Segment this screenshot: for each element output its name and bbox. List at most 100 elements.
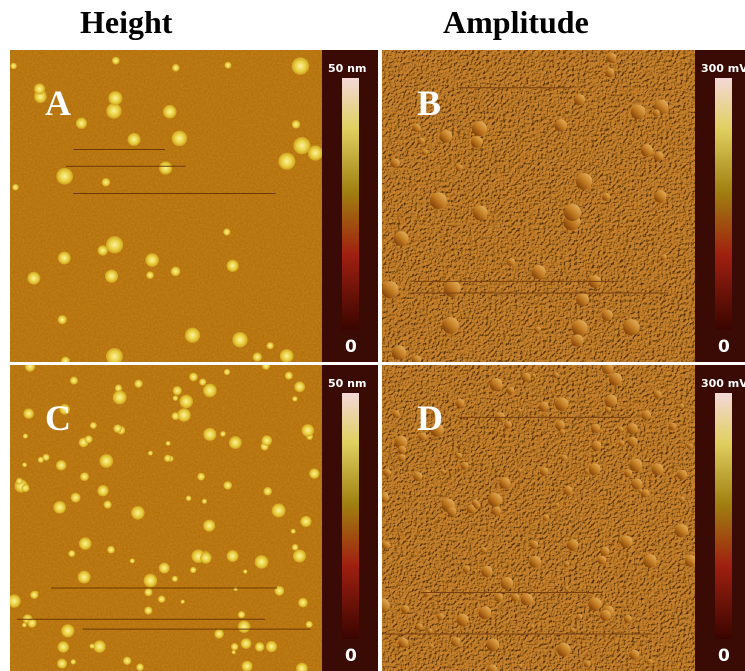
particle xyxy=(643,554,656,567)
particle xyxy=(56,460,66,470)
particle xyxy=(123,657,131,665)
particle xyxy=(148,451,153,456)
particle xyxy=(253,352,262,361)
particle xyxy=(471,136,483,148)
particle xyxy=(609,373,622,386)
particle xyxy=(79,537,92,550)
particle xyxy=(309,468,319,478)
particle xyxy=(172,64,180,72)
particle xyxy=(107,546,115,554)
particle xyxy=(172,576,178,582)
particle xyxy=(10,63,16,69)
particle xyxy=(232,650,236,654)
particle xyxy=(441,469,446,474)
particle xyxy=(90,644,95,649)
particle xyxy=(220,431,226,437)
particle xyxy=(675,524,688,537)
particle xyxy=(163,105,177,119)
particle xyxy=(71,493,81,503)
particle xyxy=(687,443,693,449)
colorbar xyxy=(342,393,359,639)
colorbar xyxy=(715,393,732,639)
particle xyxy=(418,137,425,144)
particle xyxy=(574,94,585,105)
particle xyxy=(591,441,601,451)
particle xyxy=(214,629,223,638)
particle xyxy=(159,161,172,174)
particle xyxy=(518,664,522,668)
particle xyxy=(511,593,519,601)
particle xyxy=(102,178,111,187)
particle xyxy=(481,547,487,553)
particle xyxy=(227,550,239,562)
particle xyxy=(136,663,144,671)
particle xyxy=(294,381,305,392)
particle xyxy=(429,644,434,649)
particle xyxy=(233,587,237,591)
particle xyxy=(189,373,198,382)
particle xyxy=(623,319,639,335)
particle xyxy=(38,457,44,463)
particle xyxy=(97,485,108,496)
particle xyxy=(679,497,684,502)
particle xyxy=(457,614,469,626)
particle xyxy=(144,606,152,614)
particle xyxy=(104,501,112,509)
particle xyxy=(507,258,515,266)
particle xyxy=(93,640,105,652)
particle xyxy=(564,561,570,567)
particle xyxy=(223,481,232,490)
particle xyxy=(300,516,311,527)
particle xyxy=(479,606,492,619)
particle xyxy=(444,280,461,297)
particle xyxy=(229,436,242,449)
particle xyxy=(172,412,180,420)
particle xyxy=(499,478,510,489)
particle xyxy=(647,659,653,665)
particle xyxy=(58,641,69,652)
scale-min-label: 0 xyxy=(345,646,357,666)
particle xyxy=(456,164,463,171)
particle xyxy=(190,567,196,573)
particle xyxy=(517,408,521,412)
particle xyxy=(241,638,252,649)
particle xyxy=(472,499,478,505)
particle xyxy=(618,440,624,446)
particle xyxy=(490,378,503,391)
particle xyxy=(492,506,501,515)
particle xyxy=(456,453,462,459)
particle xyxy=(255,642,264,651)
particle xyxy=(172,131,187,146)
particle xyxy=(134,380,142,388)
particle xyxy=(278,153,295,170)
particle xyxy=(171,267,181,277)
particle xyxy=(521,593,533,605)
particle xyxy=(591,424,600,433)
particle xyxy=(416,623,423,630)
particle xyxy=(108,91,122,105)
particle xyxy=(600,547,609,556)
particle xyxy=(390,158,399,167)
particle xyxy=(570,628,575,633)
particle xyxy=(34,83,45,94)
particle xyxy=(392,345,406,359)
particle xyxy=(298,598,308,608)
particle xyxy=(57,659,67,669)
particle xyxy=(401,605,409,613)
particle xyxy=(105,270,118,283)
particle xyxy=(601,310,612,321)
particle xyxy=(90,422,97,429)
particle xyxy=(145,253,159,267)
particle xyxy=(203,520,215,532)
particle xyxy=(557,643,571,657)
particle xyxy=(620,536,632,548)
particle xyxy=(266,641,277,652)
particle xyxy=(427,629,432,634)
particle xyxy=(306,621,313,628)
particle xyxy=(394,231,409,246)
particle xyxy=(597,556,606,565)
particle xyxy=(80,472,89,481)
particle xyxy=(463,566,470,573)
particle xyxy=(293,137,310,154)
